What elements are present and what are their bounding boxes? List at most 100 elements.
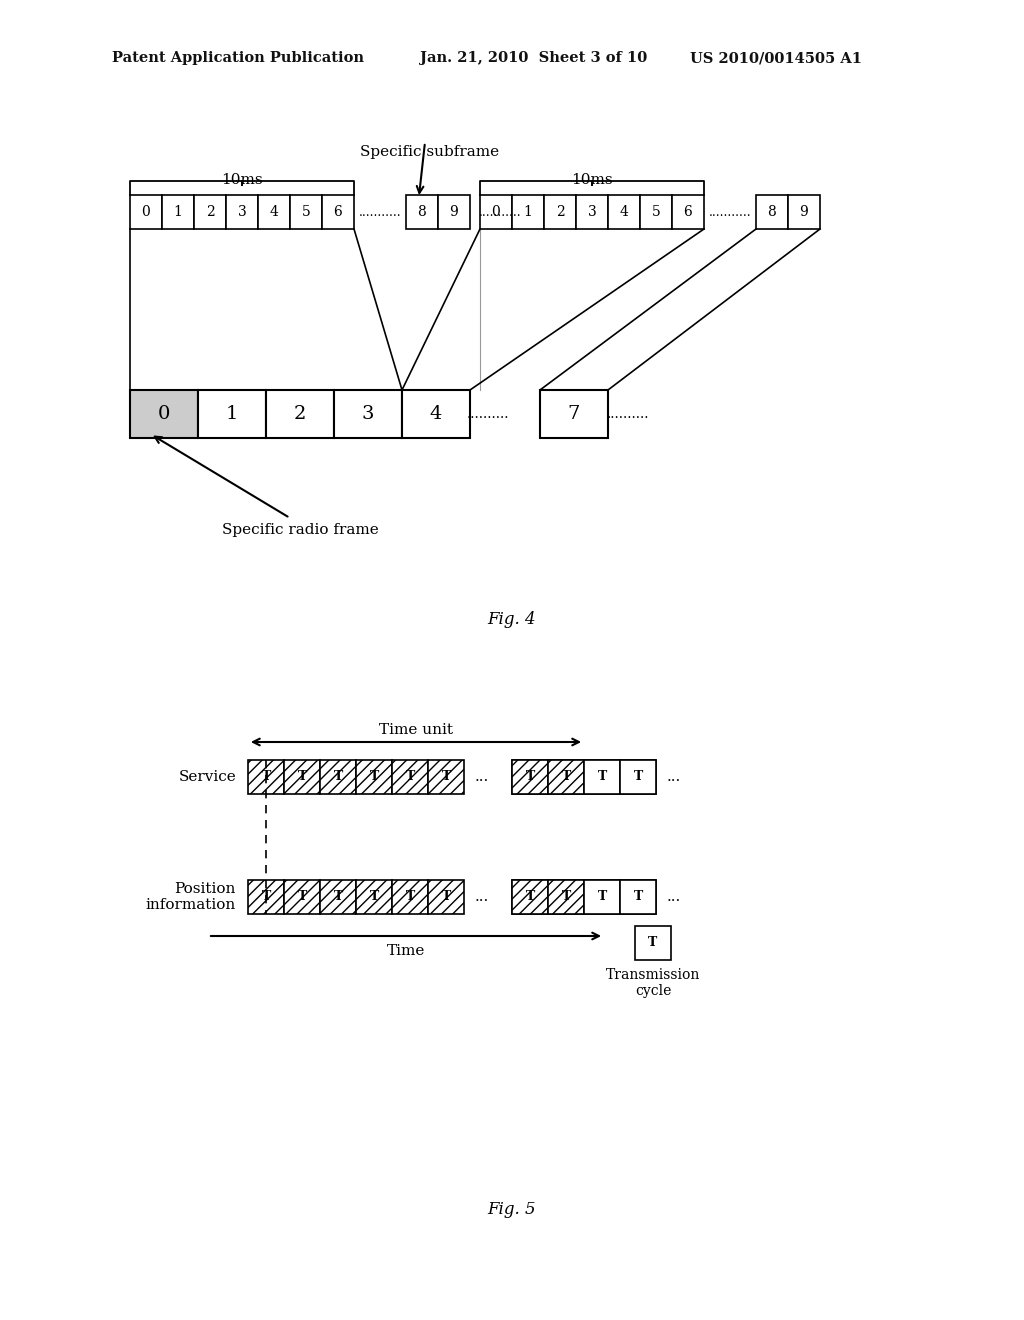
Bar (266, 389, 334, 438)
Bar (319, 760, 356, 795)
Text: 3: 3 (588, 205, 596, 219)
Text: T: T (406, 771, 415, 784)
Text: ...: ... (667, 890, 681, 904)
Text: 2: 2 (556, 205, 564, 219)
Bar (575, 195, 608, 228)
Text: T: T (597, 771, 606, 784)
Text: T: T (334, 771, 343, 784)
Text: 3: 3 (238, 205, 247, 219)
Text: 4: 4 (620, 205, 629, 219)
Bar (635, 927, 671, 960)
Text: 0: 0 (492, 205, 501, 219)
Bar (512, 880, 548, 913)
Text: T: T (525, 771, 535, 784)
Text: T: T (297, 891, 306, 903)
Text: 0: 0 (141, 205, 151, 219)
Text: 7: 7 (568, 405, 581, 422)
Bar (512, 195, 544, 228)
Bar (548, 880, 584, 913)
Bar (548, 760, 584, 795)
Bar (620, 880, 656, 913)
Text: T: T (406, 891, 415, 903)
Bar (480, 195, 512, 228)
Bar (544, 195, 575, 228)
Bar (248, 760, 284, 795)
Bar (428, 880, 464, 913)
Text: T: T (297, 771, 306, 784)
Bar (319, 880, 356, 913)
Bar (672, 195, 705, 228)
Text: ...: ... (475, 770, 489, 784)
Bar (438, 195, 470, 228)
Text: T: T (525, 891, 535, 903)
Text: 4: 4 (430, 405, 442, 422)
Bar (130, 389, 198, 438)
Text: Service: Service (178, 770, 236, 784)
Text: Transmission
cycle: Transmission cycle (606, 968, 700, 998)
Bar (130, 195, 162, 228)
Bar (194, 195, 226, 228)
Bar (620, 760, 656, 795)
Bar (284, 880, 319, 913)
Bar (258, 195, 290, 228)
Text: 5: 5 (651, 205, 660, 219)
Text: Jan. 21, 2010  Sheet 3 of 10: Jan. 21, 2010 Sheet 3 of 10 (420, 51, 647, 65)
Bar (584, 880, 620, 913)
Bar (392, 880, 428, 913)
Text: T: T (561, 771, 570, 784)
Text: ...........: ........... (478, 206, 521, 219)
Bar (334, 389, 402, 438)
Bar (162, 195, 194, 228)
Text: ...........: ........... (709, 206, 752, 219)
Text: Time unit: Time unit (379, 723, 453, 737)
Text: T: T (370, 891, 379, 903)
Text: 2: 2 (294, 405, 306, 422)
Text: US 2010/0014505 A1: US 2010/0014505 A1 (690, 51, 862, 65)
Bar (284, 760, 319, 795)
Text: T: T (441, 771, 451, 784)
Text: Patent Application Publication: Patent Application Publication (112, 51, 364, 65)
Text: 8: 8 (418, 205, 426, 219)
Text: T: T (634, 771, 643, 784)
Bar (584, 760, 620, 795)
Bar (512, 760, 548, 795)
Bar (788, 195, 820, 228)
Text: 9: 9 (450, 205, 459, 219)
Text: Specific subframe: Specific subframe (360, 145, 500, 158)
Bar (756, 195, 788, 228)
Text: 6: 6 (334, 205, 342, 219)
Bar (608, 195, 640, 228)
Text: ...........: ........... (358, 206, 401, 219)
Text: T: T (561, 891, 570, 903)
Text: ..........: .......... (467, 407, 509, 421)
Bar (512, 880, 656, 913)
Text: Fig. 4: Fig. 4 (487, 611, 537, 628)
Text: T: T (261, 891, 270, 903)
Text: T: T (441, 891, 451, 903)
Text: Fig. 5: Fig. 5 (487, 1201, 537, 1218)
Text: Specific radio frame: Specific radio frame (221, 523, 379, 537)
Text: ..........: .......... (607, 407, 649, 421)
Text: 8: 8 (768, 205, 776, 219)
Text: 1: 1 (173, 205, 182, 219)
Text: T: T (370, 771, 379, 784)
Bar (540, 389, 608, 438)
Bar (356, 880, 392, 913)
Text: T: T (648, 936, 657, 949)
Text: 0: 0 (158, 405, 170, 422)
Text: 1: 1 (226, 405, 239, 422)
Text: ...: ... (475, 890, 489, 904)
Text: T: T (597, 891, 606, 903)
Text: 4: 4 (269, 205, 279, 219)
Text: 9: 9 (800, 205, 808, 219)
Text: 5: 5 (302, 205, 310, 219)
Bar (248, 880, 284, 913)
Text: 2: 2 (206, 205, 214, 219)
Bar (406, 195, 438, 228)
Text: ...: ... (667, 770, 681, 784)
Bar (322, 195, 354, 228)
Bar (512, 760, 656, 795)
Bar (356, 760, 392, 795)
Text: 3: 3 (361, 405, 374, 422)
Bar (392, 760, 428, 795)
